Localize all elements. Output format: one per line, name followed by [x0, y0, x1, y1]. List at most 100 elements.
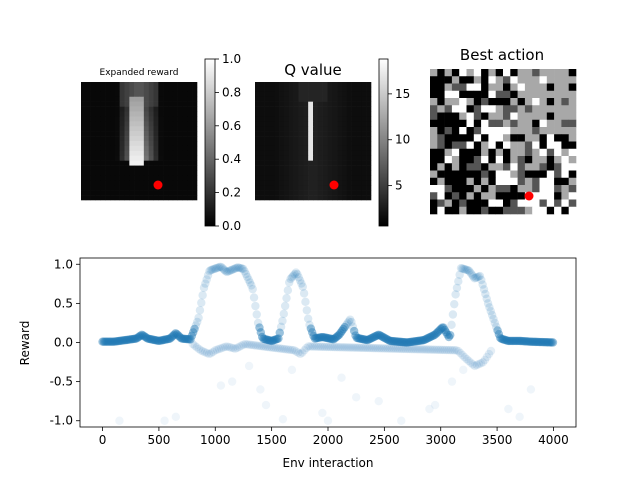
heatmap-cell	[293, 96, 299, 102]
action-cell	[495, 148, 504, 157]
data-point	[301, 297, 310, 307]
heatmap-cell	[110, 121, 116, 127]
data-point	[352, 343, 362, 352]
data-point	[458, 264, 467, 273]
data-point	[296, 349, 305, 359]
heatmap-cell	[110, 175, 116, 181]
heatmap-cell	[163, 136, 169, 142]
action-cell	[546, 83, 555, 92]
heatmap-cell	[192, 175, 198, 181]
data-point	[349, 326, 359, 336]
data-point	[263, 335, 272, 345]
heatmap-cell	[139, 170, 145, 176]
action-cell	[554, 199, 562, 208]
heatmap-cell	[269, 121, 275, 127]
heatmap-cell	[134, 96, 140, 102]
data-point	[186, 335, 195, 344]
heatmap-cell	[168, 185, 174, 191]
heatmap-cell	[90, 131, 96, 137]
heatmap-cell	[269, 150, 275, 157]
action-cell	[524, 98, 533, 106]
data-point	[233, 263, 243, 272]
heatmap-cell	[308, 150, 314, 157]
heatmap-cell	[361, 131, 367, 137]
action-cell	[524, 170, 533, 179]
heatmap-cell	[303, 131, 309, 137]
heatmap-cell	[303, 82, 309, 88]
heatmap-cell	[148, 126, 154, 132]
data-point	[103, 337, 113, 346]
data-point	[476, 359, 486, 368]
heatmap-cell	[337, 141, 343, 147]
heatmap-cell	[153, 141, 159, 147]
heatmap-cell	[148, 170, 154, 176]
data-point	[389, 344, 398, 353]
data-point	[339, 324, 348, 334]
heatmap-cell	[361, 165, 367, 171]
data-point	[403, 344, 413, 354]
heatmap-cell	[100, 155, 106, 161]
heatmap-cell	[95, 131, 101, 137]
heatmap-cell	[288, 180, 294, 186]
heatmap-cell	[85, 126, 91, 132]
heatmap-cell	[288, 86, 294, 93]
heatmap-cell	[81, 121, 87, 127]
heatmap-cell	[293, 121, 299, 127]
heatmap-cell	[322, 91, 328, 98]
data-point	[145, 334, 155, 344]
heatmap-cell	[139, 145, 145, 152]
heatmap-cell	[187, 195, 193, 201]
action-cell	[524, 163, 533, 171]
action-cell	[546, 199, 555, 208]
action-cell	[481, 206, 489, 215]
heatmap-cell	[255, 190, 261, 196]
heatmap-cell	[192, 145, 198, 152]
data-point	[341, 321, 351, 330]
data-point	[115, 336, 125, 346]
data-point	[247, 340, 256, 350]
heatmap-cell	[90, 101, 96, 107]
heatmap-cell	[168, 101, 174, 107]
data-point	[232, 263, 241, 273]
action-cell	[481, 170, 489, 179]
data-point	[512, 336, 521, 346]
heatmap-cell	[259, 91, 265, 98]
heatmap-cell	[264, 170, 270, 176]
data-point	[221, 267, 230, 276]
heatmap-cell	[85, 91, 91, 98]
data-point	[439, 323, 448, 332]
colorbar-gradient	[378, 58, 389, 227]
data-point	[267, 343, 277, 352]
heatmap-cell	[274, 126, 280, 132]
agent-position-marker	[329, 180, 339, 190]
heatmap-cell	[317, 190, 323, 196]
data-point	[458, 351, 467, 360]
data-point	[283, 345, 293, 354]
heatmap-cell	[317, 101, 323, 107]
heatmap-cell	[279, 106, 285, 112]
data-point	[300, 346, 309, 355]
heatmap-cell	[187, 170, 193, 176]
heatmap-cell	[81, 145, 87, 152]
action-cell	[554, 170, 562, 179]
action-cell	[539, 170, 548, 179]
heatmap-cell	[172, 145, 178, 152]
heatmap-cell	[182, 170, 188, 176]
heatmap-cell	[351, 136, 357, 142]
heatmap-cell	[163, 155, 169, 161]
action-cell	[459, 69, 467, 77]
action-cell	[554, 148, 562, 157]
action-cell	[554, 185, 562, 193]
heatmap-cell	[317, 86, 323, 93]
data-point	[371, 331, 380, 341]
heatmap-cell	[153, 155, 159, 161]
heatmap-cell	[269, 116, 275, 122]
data-point	[303, 314, 313, 323]
heatmap-cell	[105, 101, 111, 107]
heatmap-cell	[346, 141, 352, 147]
action-cell	[481, 199, 489, 208]
heatmap-cell	[100, 141, 106, 147]
data-point	[459, 264, 468, 274]
heatmap-cell	[168, 175, 174, 181]
heatmap-cell	[90, 180, 96, 186]
